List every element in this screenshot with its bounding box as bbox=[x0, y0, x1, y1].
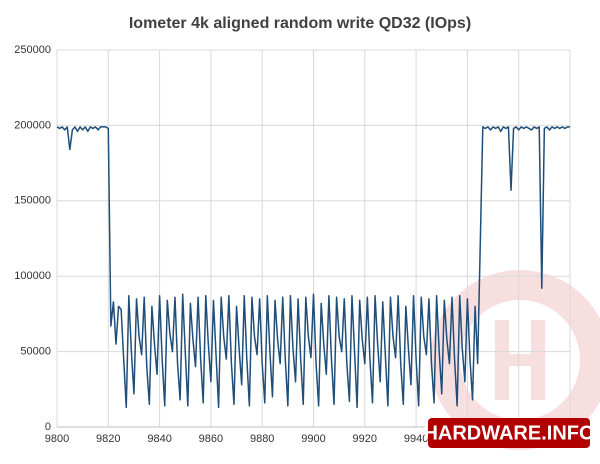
watermark-logo bbox=[430, 270, 600, 450]
series-line bbox=[56, 126, 570, 409]
watermark-text: HARDWARE.INFO bbox=[423, 422, 594, 444]
y-tick-label: 250000 bbox=[14, 44, 51, 56]
x-tick-label: 9900 bbox=[301, 433, 325, 445]
x-tick-label: 9860 bbox=[199, 433, 223, 445]
x-tick-label: 9840 bbox=[147, 433, 171, 445]
chart-title: Iometer 4k aligned random write QD32 (IO… bbox=[129, 15, 471, 32]
y-tick-label: 200000 bbox=[14, 119, 51, 131]
x-tick-label: 9820 bbox=[96, 433, 120, 445]
y-tick-label: 100000 bbox=[14, 270, 51, 282]
watermark: HARDWARE.INFO bbox=[423, 418, 595, 448]
x-tick-label: 9940 bbox=[404, 433, 428, 445]
x-tick-label: 9920 bbox=[353, 433, 377, 445]
y-tick-label: 0 bbox=[45, 421, 51, 433]
y-tick-label: 150000 bbox=[14, 195, 51, 207]
x-tick-label: 9800 bbox=[45, 433, 69, 445]
y-tick-label: 50000 bbox=[20, 346, 51, 358]
x-tick-label: 9880 bbox=[250, 433, 274, 445]
